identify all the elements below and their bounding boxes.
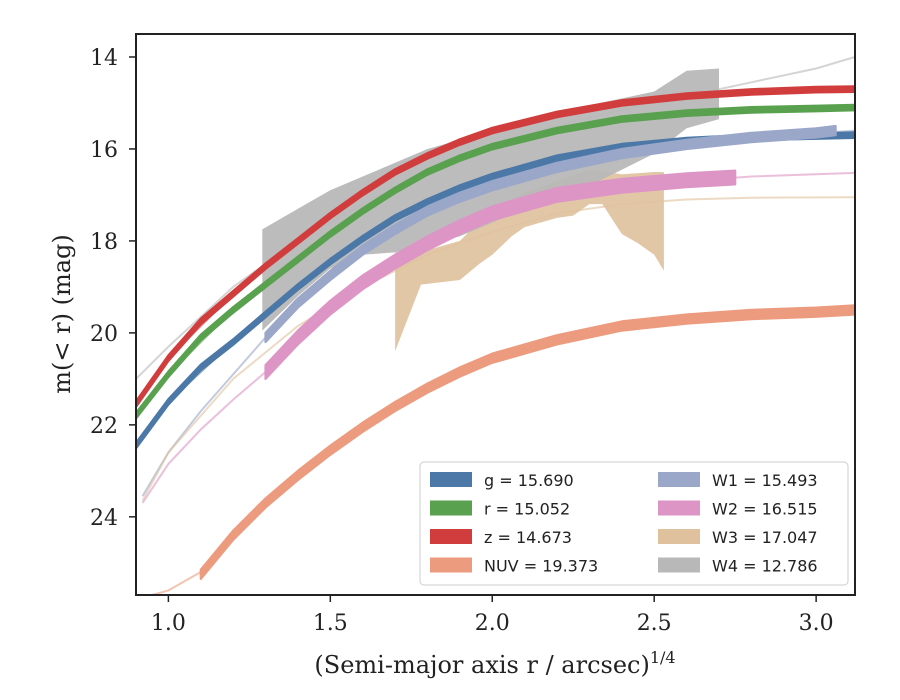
legend-label-z-: z = 14.673 <box>484 528 572 547</box>
legend-label-g-: g = 15.690 <box>484 471 574 490</box>
x-tick-label: 1.0 <box>151 611 186 636</box>
legend-swatch-w3- <box>658 529 700 544</box>
y-tick-label: 18 <box>90 230 118 255</box>
band-w2 <box>264 169 737 380</box>
legend-label-w2-: W2 = 16.515 <box>712 500 818 519</box>
y-tick-label: 20 <box>90 322 118 347</box>
legend-label-w4-: W4 = 12.786 <box>712 557 818 576</box>
legend-swatch-w4- <box>658 557 700 573</box>
legend-swatch-z- <box>430 529 472 544</box>
x-axis-title: (Semi-major axis r / arcsec)1/4 <box>314 648 675 679</box>
band-nuv <box>199 304 855 580</box>
data-bands <box>136 85 855 580</box>
legend-label-w3-: W3 = 17.047 <box>712 528 818 547</box>
legend-label-nuv-: NUV = 19.373 <box>484 557 598 576</box>
y-axis-title: m(< r) (mag) <box>48 234 76 393</box>
band-w1 <box>264 124 837 344</box>
y-tick-label: 14 <box>90 46 118 71</box>
legend-entries: g = 15.690 r = 15.052 z = 14.673 NUV = 19.3… <box>430 471 818 576</box>
plot-frame <box>135 33 856 596</box>
x-tick-label: 1.5 <box>313 611 348 636</box>
legend: g = 15.690 r = 15.052 z = 14.673 NUV = 19.3… <box>419 461 849 586</box>
band-g <box>136 131 855 450</box>
legend-swatch-w1- <box>658 472 700 487</box>
band-r <box>136 103 855 420</box>
legend-swatch-w2- <box>658 500 700 516</box>
x-axis-title-main: (Semi-major axis r / arcsec) <box>314 651 649 679</box>
legend-swatch-g- <box>430 472 472 487</box>
x-tick-label: 2.0 <box>475 611 510 636</box>
legend-swatch-r- <box>430 500 472 516</box>
region-w4 <box>262 68 719 331</box>
legend-swatch-nuv- <box>430 557 472 573</box>
y-tick-label: 16 <box>90 138 118 163</box>
band-z <box>136 85 855 408</box>
x-axis-title-exponent: 1/4 <box>650 648 676 667</box>
x-tick-label: 3.0 <box>799 611 834 636</box>
legend-label-w1-: W1 = 15.493 <box>712 471 818 490</box>
legend-box <box>419 461 849 586</box>
x-axis-ticks: 1.0 1.5 2.0 2.5 3.0 <box>151 595 834 636</box>
y-tick-label: 24 <box>90 506 118 531</box>
y-tick-label: 22 <box>90 414 118 439</box>
y-axis-ticks: 14 16 18 20 22 24 <box>90 46 136 531</box>
legend-label-r-: r = 15.052 <box>484 500 570 519</box>
x-tick-label: 2.5 <box>637 611 672 636</box>
